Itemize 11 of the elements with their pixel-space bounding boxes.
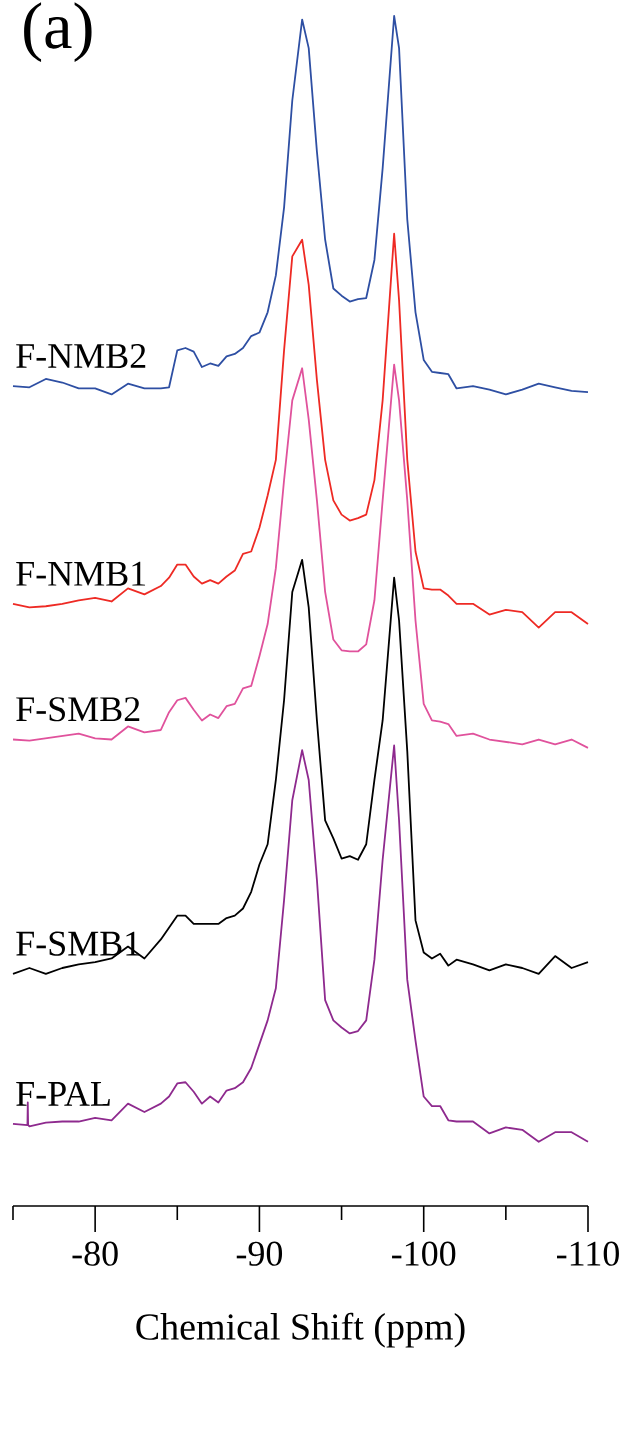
series-label: F-NMB1 xyxy=(16,561,146,586)
x-axis-title: Chemical Shift (ppm) xyxy=(136,1312,465,1348)
series-label: F-NMB2 xyxy=(16,343,146,368)
x-tick-label: -80 xyxy=(72,1241,118,1266)
x-tick-label: -100 xyxy=(392,1241,456,1266)
series-label: F-SMB1 xyxy=(16,931,140,956)
x-tick-label: -90 xyxy=(236,1241,283,1266)
x-tick-label: -110 xyxy=(557,1241,619,1266)
chart-title: (a) xyxy=(24,2,92,63)
series-label: F-SMB2 xyxy=(16,697,140,722)
series-label: F-PAL xyxy=(16,1081,110,1106)
